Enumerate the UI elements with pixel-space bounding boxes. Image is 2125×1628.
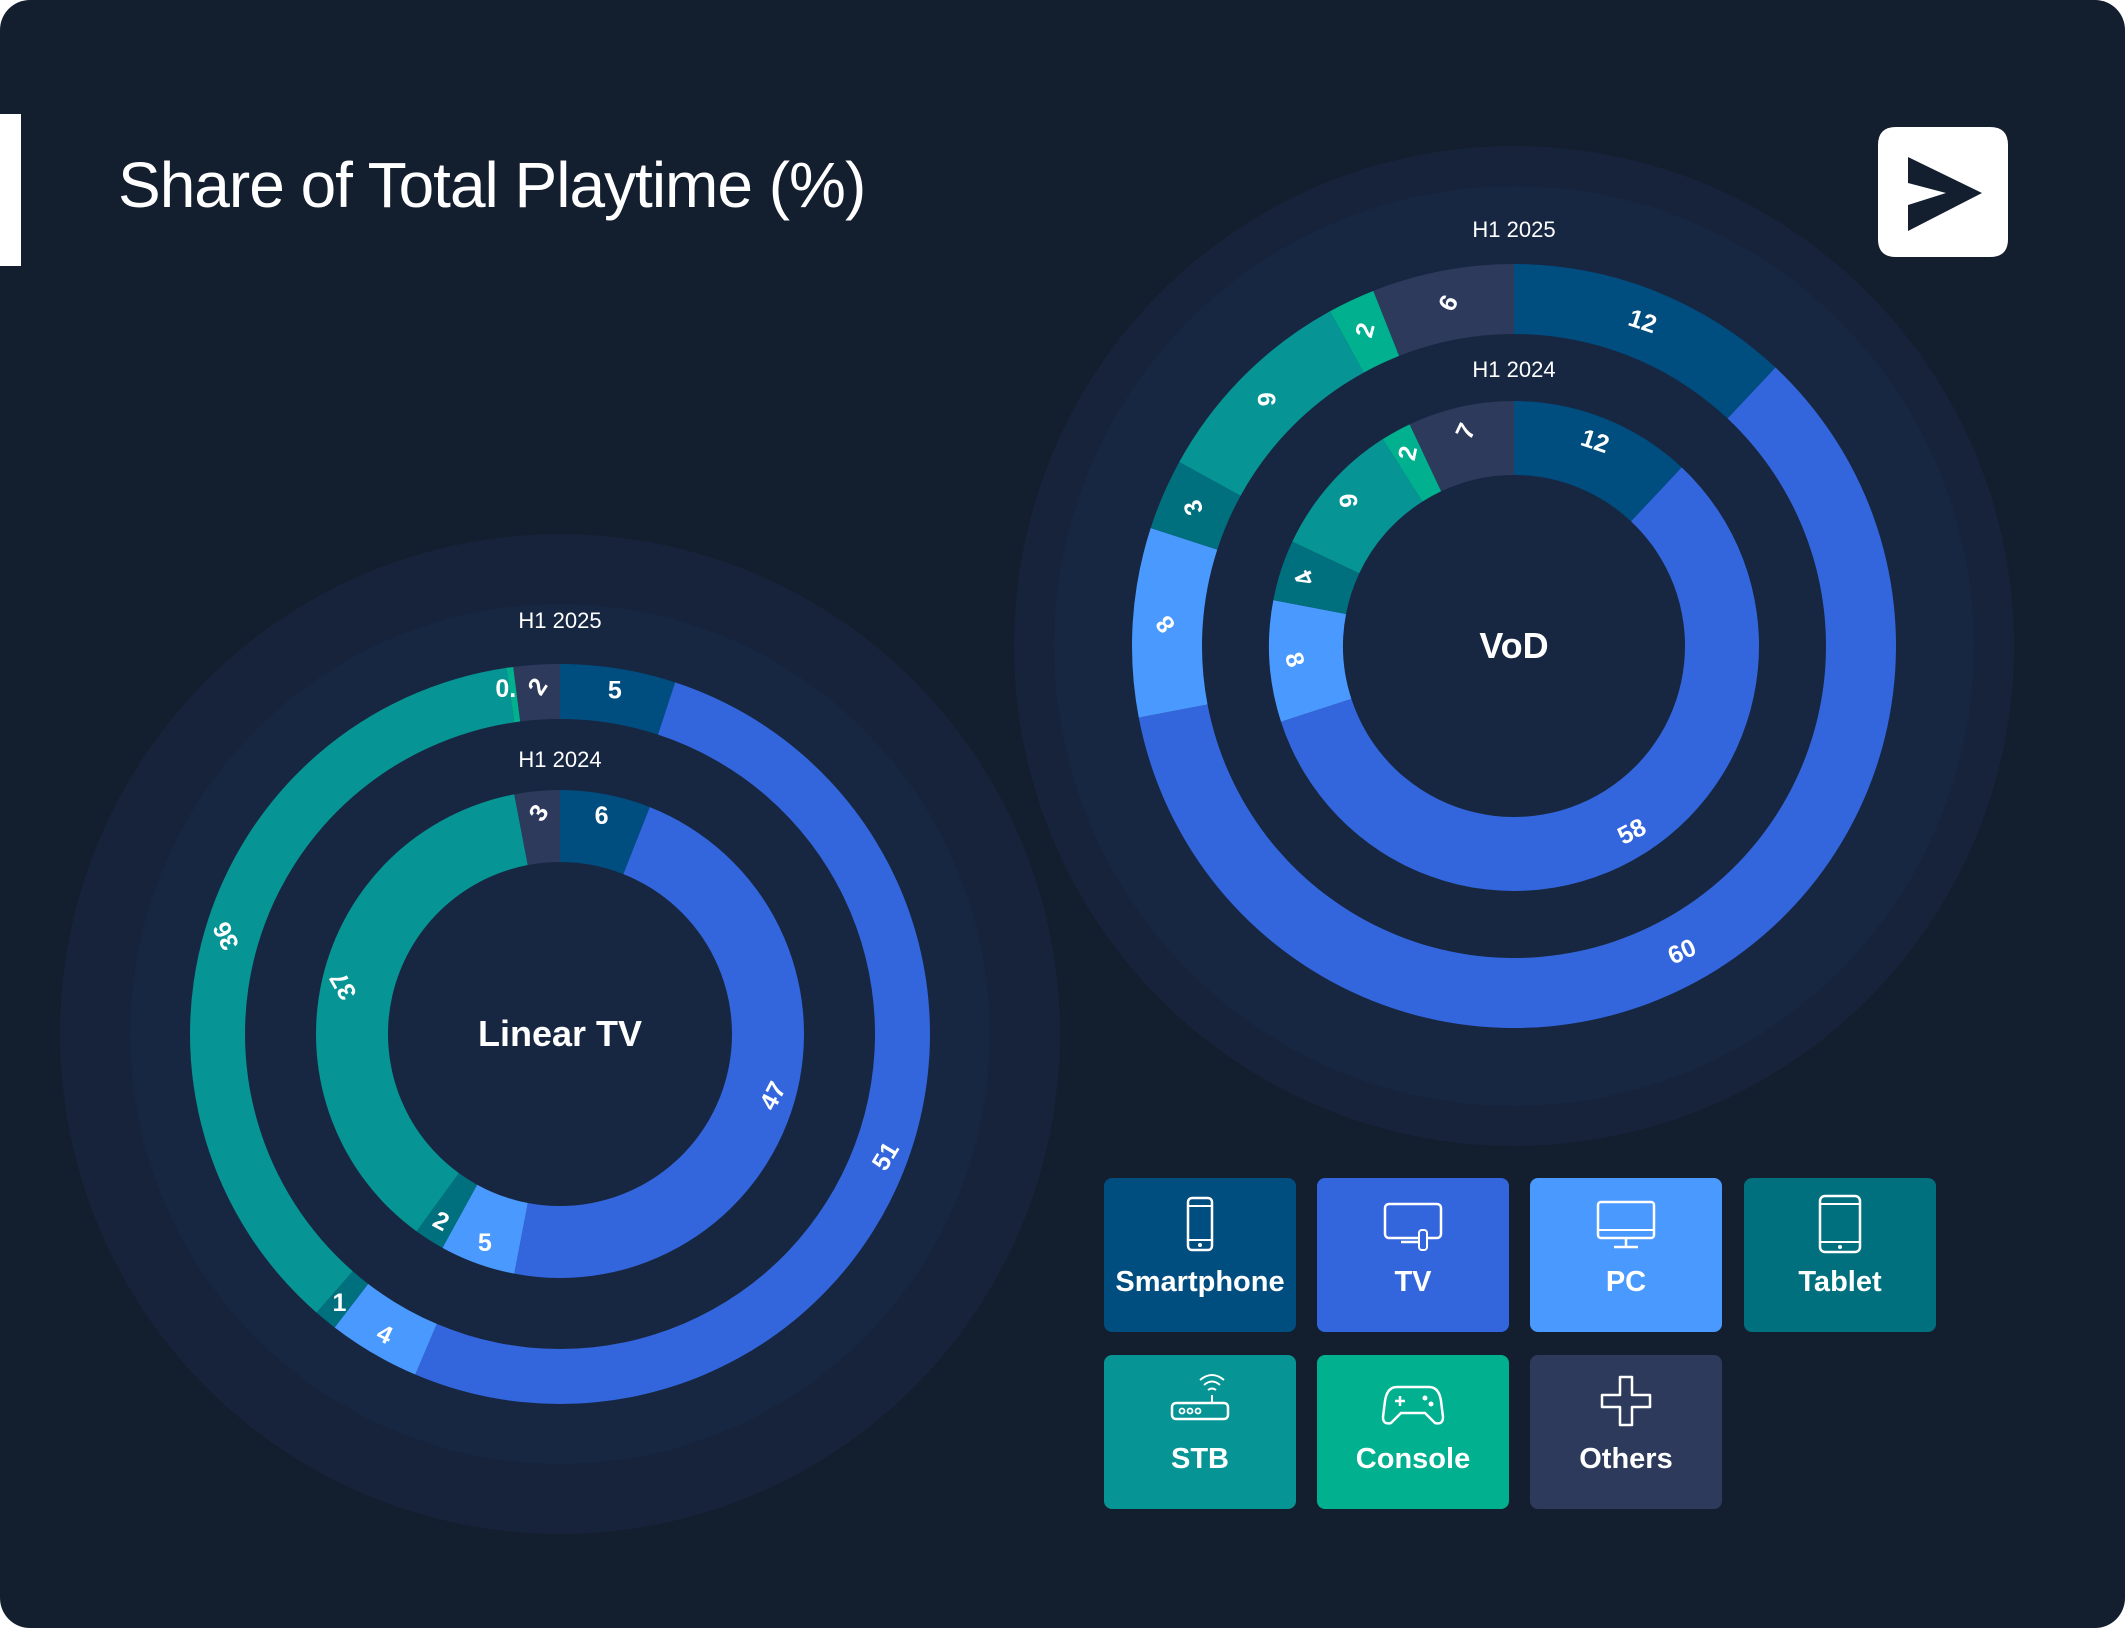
slice-console: [1382, 424, 1442, 502]
brand-logo: [1878, 127, 2008, 257]
slice-value-label: 9: [1253, 392, 1282, 407]
legend-item-tablet: Tablet: [1744, 1178, 1936, 1332]
accent-bar: [0, 114, 21, 266]
legend-label: PC: [1605, 1266, 1647, 1298]
period-label: H1 2025: [1472, 217, 1555, 242]
slice-tv: [1138, 367, 1896, 1029]
plus-icon: [1600, 1375, 1652, 1427]
slice-value-label: 1: [332, 1289, 346, 1317]
legend-item-tv: TV: [1317, 1178, 1509, 1332]
slice-stb: [1179, 311, 1364, 496]
slice-smartphone: [1514, 401, 1682, 522]
slice-value-label: 5: [478, 1229, 492, 1257]
slice-value-label: 5: [608, 676, 622, 704]
gamepad-icon: [1381, 1385, 1445, 1425]
slice-console: [1329, 290, 1400, 373]
legend-item-stb: STB: [1104, 1355, 1296, 1509]
legend-label: Tablet: [1798, 1266, 1882, 1298]
chart-center-title: VoD: [1479, 625, 1548, 666]
chart-halo: [156, 630, 964, 1438]
period-label: H1 2025: [518, 608, 601, 633]
legend-item-console: Console: [1317, 1355, 1509, 1509]
slice-tv: [1280, 467, 1759, 891]
chart-halo: [1098, 230, 1930, 1062]
slice-tablet: [416, 1173, 478, 1248]
slice-console: [506, 666, 521, 723]
tablet-icon: [1818, 1194, 1862, 1254]
chart-center-title: Linear TV: [478, 1013, 642, 1054]
slice-tv: [514, 807, 805, 1278]
legend-label: Console: [1355, 1443, 1471, 1475]
slice-pc: [1132, 527, 1218, 718]
legend-label: STB: [1171, 1443, 1229, 1475]
slice-others: [513, 664, 560, 722]
slice-pc: [334, 1283, 437, 1375]
slice-stb: [190, 667, 515, 1313]
legend-label: Smartphone: [1115, 1266, 1285, 1298]
router-icon: [1170, 1374, 1230, 1421]
slice-value-label: 2: [1350, 320, 1381, 341]
smartphone-icon: [1186, 1196, 1214, 1252]
monitor-icon: [1596, 1200, 1656, 1249]
slice-value-label: 2: [1393, 444, 1423, 463]
slice-smartphone: [1514, 264, 1776, 419]
slice-others: [1373, 264, 1514, 356]
slice-stb: [315, 794, 528, 1232]
slice-pc: [442, 1184, 528, 1274]
slice-tablet: [316, 1271, 369, 1328]
slice-tablet: [1150, 461, 1241, 550]
legend-item-others: Others: [1530, 1355, 1722, 1509]
legend-label: TV: [1394, 1266, 1432, 1298]
slice-smartphone: [560, 790, 650, 875]
period-label: H1 2024: [518, 747, 601, 772]
legend-item-smartphone: Smartphone: [1104, 1178, 1296, 1332]
slice-others: [514, 790, 560, 866]
slice-value-label: 6: [595, 802, 609, 830]
tv-icon: [1383, 1202, 1443, 1251]
page-title: Share of Total Playtime (%): [118, 149, 866, 221]
legend-item-pc: PC: [1530, 1178, 1722, 1332]
slice-stb: [1292, 439, 1423, 574]
slice-value-label: 9: [1334, 492, 1363, 508]
legend-label: Others: [1579, 1443, 1673, 1475]
slice-smartphone: [560, 664, 676, 735]
slice-others: [1409, 401, 1514, 492]
slice-pc: [1269, 600, 1352, 722]
period-label: H1 2024: [1472, 357, 1555, 382]
slice-tablet: [1273, 541, 1360, 614]
